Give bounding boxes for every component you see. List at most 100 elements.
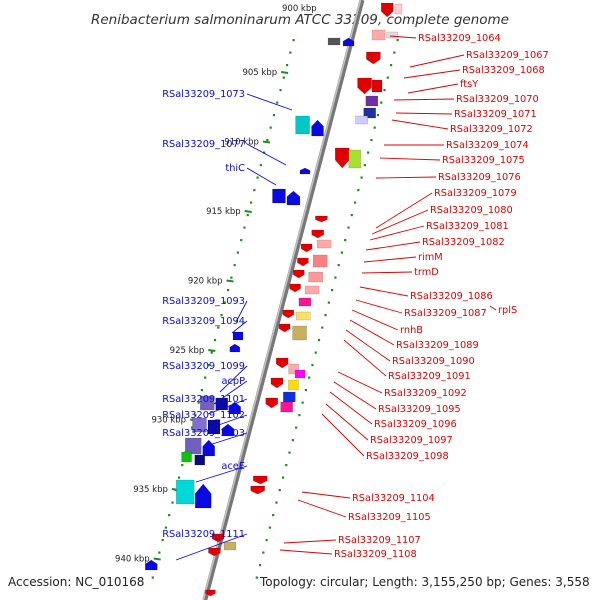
ruler-label: 920 kbp bbox=[188, 277, 223, 287]
reverse-leader bbox=[365, 241, 421, 251]
ruler-label: 910 kbp bbox=[224, 138, 259, 148]
reverse-leader bbox=[351, 309, 399, 331]
forward-gene-label: aceE bbox=[221, 461, 245, 472]
gene-box bbox=[348, 149, 361, 169]
gene-arrow bbox=[286, 190, 301, 206]
gene-box bbox=[194, 454, 206, 466]
gene-box bbox=[316, 239, 332, 249]
gene-arrow bbox=[299, 167, 311, 175]
reverse-leader bbox=[375, 176, 437, 179]
outer-dotted-ring bbox=[255, 39, 399, 579]
map-title: Renibacterium salmoninarum ATCC 33209, c… bbox=[91, 12, 509, 28]
reverse-leader bbox=[391, 119, 449, 130]
reverse-gene-label: RSal33209_1070 bbox=[456, 94, 539, 105]
reverse-leader bbox=[333, 381, 377, 410]
gene-arrow bbox=[194, 483, 212, 509]
reverse-gene-label: rnhB bbox=[400, 325, 423, 336]
ruler-tick bbox=[208, 349, 216, 352]
gene-arrow bbox=[282, 309, 295, 319]
reverse-leader bbox=[375, 192, 433, 229]
gene-box bbox=[295, 115, 310, 135]
gene-box bbox=[312, 254, 328, 268]
genome-backbone bbox=[202, 0, 365, 600]
forward-gene-label: RSal33209_1102 bbox=[162, 410, 245, 421]
reverse-gene-label: RSal33209_1074 bbox=[446, 140, 529, 151]
reverse-gene-label: RSal33209_1067 bbox=[466, 50, 549, 61]
reverse-leader bbox=[395, 112, 453, 115]
gene-box bbox=[304, 285, 320, 295]
ruler-label: 905 kbp bbox=[242, 68, 277, 78]
reverse-gene-label: RSal33209_1068 bbox=[462, 65, 545, 76]
ruler-tick bbox=[153, 557, 161, 561]
gene-box bbox=[294, 369, 306, 379]
reverse-leader bbox=[301, 491, 351, 499]
gene-arrow bbox=[297, 257, 309, 267]
reverse-leader bbox=[361, 271, 413, 274]
gene-box bbox=[288, 363, 299, 375]
forward-gene-label: RSal33209_1099 bbox=[162, 361, 245, 372]
forward-gene-label: RSal33209_1101 bbox=[162, 394, 245, 405]
gene-box bbox=[175, 479, 195, 505]
gene-box bbox=[327, 37, 341, 46]
gene-box bbox=[199, 395, 215, 411]
gene-box bbox=[296, 311, 311, 321]
gene-arrow bbox=[208, 547, 221, 557]
reverse-leader bbox=[409, 54, 465, 68]
gene-arrow bbox=[275, 357, 289, 369]
reverse-leader bbox=[279, 549, 333, 555]
forward-leader bbox=[205, 432, 248, 447]
gene-arrow bbox=[221, 423, 235, 437]
gene-box bbox=[371, 79, 383, 93]
ruler-label: 935 kbp bbox=[133, 485, 168, 495]
backbone-line bbox=[202, 0, 365, 600]
reverse-leader bbox=[363, 256, 417, 263]
reverse-leader bbox=[379, 157, 441, 161]
reverse-gene-label: rimM bbox=[418, 252, 443, 263]
forward-gene-label: RSal33209_1094 bbox=[162, 316, 245, 327]
gene-box bbox=[223, 541, 237, 551]
reverse-gene-label: RSal33209_1105 bbox=[348, 512, 431, 523]
gene-arrow bbox=[270, 377, 284, 389]
reverse-leader bbox=[345, 329, 391, 362]
top-cut-label: 900 kbp bbox=[282, 4, 317, 14]
reverse-gene-label: trmD bbox=[414, 267, 439, 278]
gene-box bbox=[181, 451, 192, 463]
reverse-leader bbox=[325, 403, 369, 441]
gene-arrow bbox=[357, 77, 372, 95]
forward-leader bbox=[246, 143, 287, 166]
gene-box bbox=[394, 3, 403, 15]
reverse-gene-label: RSal33209_1082 bbox=[422, 237, 505, 248]
reverse-gene-label: rplS bbox=[498, 305, 517, 316]
reverse-leader bbox=[489, 305, 497, 311]
gene-arrow bbox=[311, 119, 324, 137]
gene-box bbox=[365, 95, 379, 107]
ruler-tick bbox=[226, 279, 234, 283]
gene-box bbox=[232, 331, 244, 341]
forward-gene-label: RSal33209_1077 bbox=[162, 139, 245, 150]
gene-labels: RSal33209_1073 RSal33209_1077 thiC RSal3320… bbox=[162, 33, 549, 560]
gene-arrow bbox=[311, 229, 324, 239]
gene-arrow bbox=[253, 475, 268, 485]
gene-arrow bbox=[202, 439, 215, 457]
forward-leader bbox=[235, 300, 248, 323]
gene-arrow bbox=[315, 215, 328, 223]
reverse-gene-label: RSal33209_1071 bbox=[454, 109, 537, 120]
accession-label: Accession: NC_010168 bbox=[8, 575, 144, 589]
ruler-tick bbox=[280, 71, 289, 74]
forward-gene-label: thiC bbox=[225, 163, 245, 174]
forward-leader bbox=[231, 320, 248, 334]
gene-arrow bbox=[342, 37, 355, 47]
gene-box bbox=[184, 437, 202, 455]
reverse-gene-label: RSal33209_1098 bbox=[366, 451, 449, 462]
reverse-leader bbox=[329, 391, 373, 425]
reverse-leader bbox=[371, 209, 429, 235]
reverse-gene-label: ftsY bbox=[460, 79, 478, 90]
gene-arrow bbox=[334, 147, 350, 169]
reverse-leader bbox=[321, 413, 365, 457]
gene-box bbox=[363, 107, 376, 119]
forward-leader bbox=[246, 93, 293, 111]
reverse-leader bbox=[343, 339, 387, 377]
gene-arrow bbox=[278, 323, 291, 333]
reverse-gene-label: RSal33209_1080 bbox=[430, 205, 513, 216]
